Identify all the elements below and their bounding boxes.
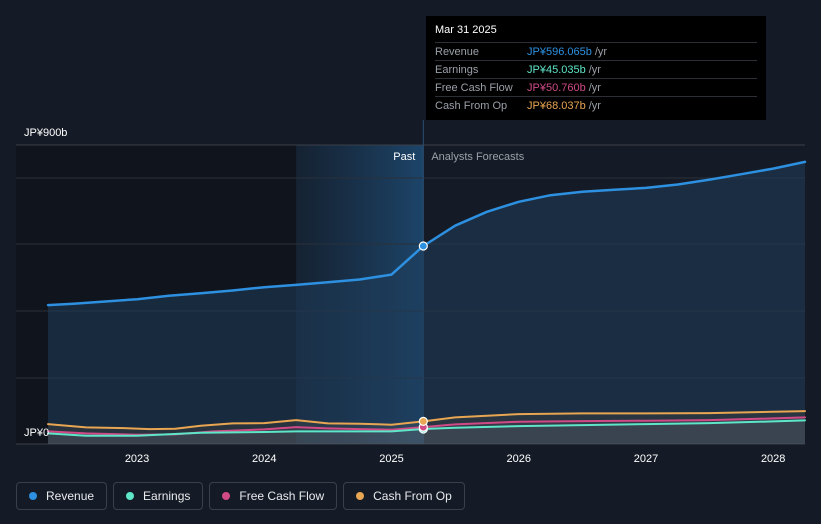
- x-tick-label: 2028: [761, 453, 785, 465]
- tooltip-unit: /yr: [594, 45, 608, 58]
- revenue-marker: [418, 241, 428, 251]
- tooltip-row-earnings: Earnings JP¥45.035b /yr: [435, 60, 757, 78]
- x-tick-label: 2026: [506, 453, 530, 465]
- tooltip-unit: /yr: [588, 81, 601, 94]
- cash-from-op-line: [47, 410, 806, 431]
- tooltip-row-revenue: Revenue JP¥596.065b /yr: [435, 42, 757, 60]
- revenue-area: [48, 161, 805, 444]
- x-tick-label: 2025: [379, 453, 403, 465]
- tooltip-value: JP¥596.065b: [527, 45, 592, 58]
- tooltip-label: Free Cash Flow: [435, 81, 513, 94]
- past-label: Past: [393, 151, 415, 163]
- revenue-dot-icon: [29, 492, 37, 500]
- legend-item-revenue[interactable]: Revenue: [16, 482, 108, 510]
- forecast-label: Analysts Forecasts: [431, 151, 524, 163]
- tooltip-value: JP¥68.037b: [527, 99, 586, 112]
- cash-from-op-marker: [418, 416, 428, 426]
- earnings-dot-icon: [126, 492, 135, 500]
- legend-label: Cash From Op: [373, 489, 452, 503]
- cash-from-op-dot-icon: [356, 492, 365, 500]
- tooltip-label: Earnings: [435, 63, 479, 76]
- tooltip-value: JP¥50.760b: [527, 81, 586, 94]
- x-tick-label: 2023: [125, 453, 149, 465]
- tooltip-label: Cash From Op: [435, 99, 508, 112]
- legend-label: Free Cash Flow: [239, 489, 325, 503]
- y-axis-bottom-label: JP¥0: [24, 427, 49, 439]
- tooltip-label: Revenue: [435, 45, 480, 58]
- x-tick-label: 2027: [634, 453, 658, 465]
- legend-label: Earnings: [143, 489, 191, 503]
- tooltip-row-cash-from-op: Cash From Op JP¥68.037b /yr: [435, 96, 757, 114]
- tooltip-date: Mar 31 2025: [435, 24, 497, 36]
- free-cash-flow-dot-icon: [222, 492, 231, 500]
- tooltip-unit: /yr: [588, 63, 601, 76]
- x-tick-label: 2024: [252, 453, 276, 465]
- tooltip-row-free-cash-flow: Free Cash Flow JP¥50.760b /yr: [435, 78, 757, 96]
- tooltip-unit: /yr: [588, 99, 601, 112]
- legend-item-free-cash-flow[interactable]: Free Cash Flow: [209, 482, 338, 510]
- legend: Revenue Earnings Free Cash Flow Cash Fro…: [16, 482, 465, 510]
- tooltip: Mar 31 2025 Revenue JP¥596.065b /yr Earn…: [426, 16, 766, 120]
- legend-item-cash-from-op[interactable]: Cash From Op: [343, 482, 465, 510]
- legend-item-earnings[interactable]: Earnings: [113, 482, 204, 510]
- earnings-line: [47, 419, 806, 437]
- y-axis-top-label: JP¥900b: [24, 127, 67, 139]
- legend-label: Revenue: [46, 489, 95, 503]
- tooltip-value: JP¥45.035b: [527, 63, 586, 76]
